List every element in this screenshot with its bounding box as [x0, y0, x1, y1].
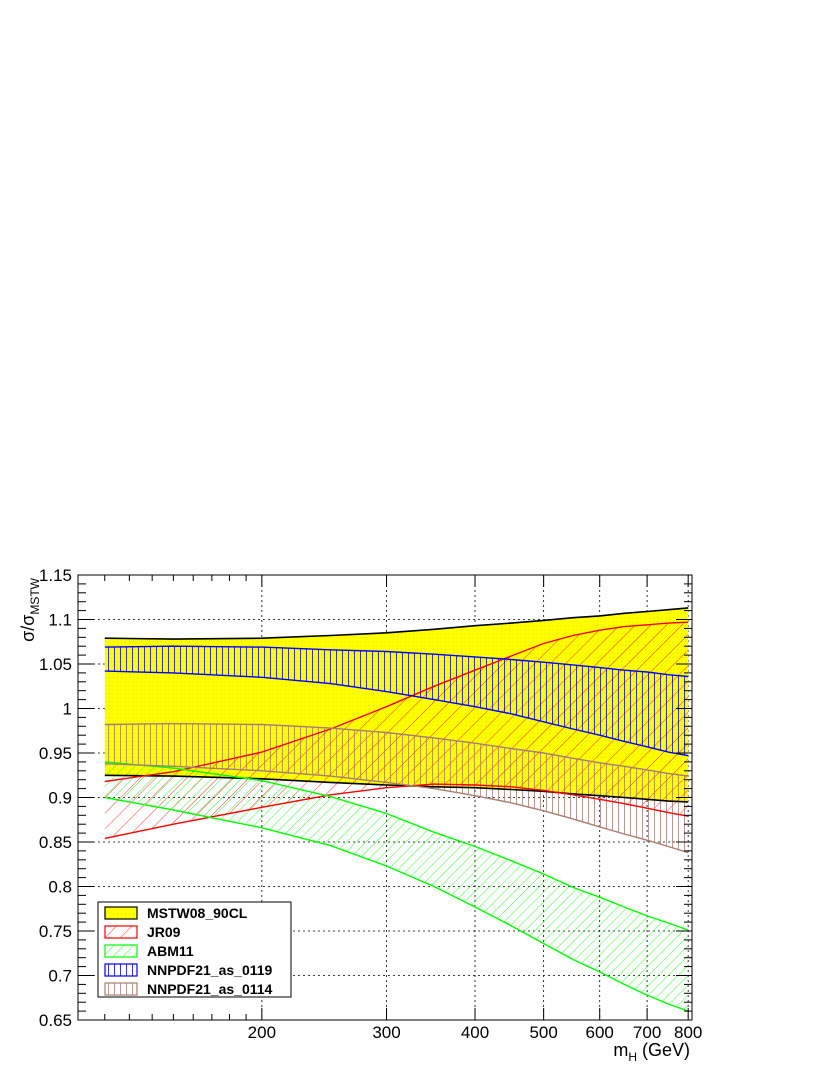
y-tick-label: 1.15 [39, 566, 72, 585]
y-tick-label: 0.65 [39, 1011, 72, 1030]
x-tick-label: 400 [461, 1023, 489, 1042]
band-nnpdf21-as-0119 [104, 646, 689, 756]
axis-ticks [78, 574, 692, 1021]
band-edges [104, 607, 689, 1012]
x-tick-label: 200 [248, 1023, 276, 1042]
x-tick-label: 300 [372, 1023, 400, 1042]
y-tick-label: 1 [63, 700, 72, 719]
y-tick-label: 0.8 [48, 878, 72, 897]
y-tick-label: 0.9 [48, 789, 72, 808]
band-lower-abm11 [104, 796, 689, 1012]
legend-swatch-jr09 [104, 925, 138, 939]
y-tick-label: 0.75 [39, 922, 72, 941]
legend-label-jr09: JR09 [147, 924, 181, 940]
tick-labels: 200 300 400 500 600 700 800 0.65 0.7 0.75 0.8 0.85 0… [39, 566, 702, 1042]
y-tick-label: 0.85 [39, 833, 72, 852]
band-upper-nnpdf21-as-0119 [104, 645, 689, 678]
legend-swatch-nnpdf21-as-0114 [104, 982, 138, 996]
x-tick-label: 500 [529, 1023, 557, 1042]
band-lower-jr09 [104, 783, 689, 840]
x-tick-label: 700 [633, 1023, 661, 1042]
band-upper-mstw08-90cl [104, 607, 689, 640]
band-upper-abm11 [104, 761, 689, 931]
y-tick-label: 0.7 [48, 967, 72, 986]
x-tick-label: 800 [674, 1023, 702, 1042]
band-lower-nnpdf21-as-0114 [104, 763, 689, 854]
legend-label-mstw08-90cl: MSTW08_90CL [147, 905, 248, 921]
x-axis-title: mH (GeV) [613, 1040, 690, 1064]
legend-label-nnpdf21-as-0119: NNPDF21_as_0119 [147, 962, 273, 978]
y-axis-title: σ/σMSTW [18, 577, 42, 642]
band-abm11 [104, 761, 689, 1012]
legend: MSTW08_90CL JR09 ABM11 NNPDF21_as_0119 NNPDF… [97, 901, 292, 998]
band-upper-jr09 [104, 621, 689, 783]
x-tick-label: 600 [586, 1023, 614, 1042]
bands [104, 607, 689, 1012]
legend-label-abm11: ABM11 [147, 943, 194, 959]
band-nnpdf21-as-0114 [104, 723, 689, 853]
y-tick-label: 1.1 [48, 611, 72, 630]
legend-swatch-nnpdf21-as-0119 [104, 963, 138, 977]
band-lower-nnpdf21-as-0119 [104, 670, 689, 757]
legend-label-nnpdf21-as-0114: NNPDF21_as_0114 [147, 981, 273, 997]
y-tick-label: 0.95 [39, 744, 72, 763]
legend-swatch-abm11 [104, 944, 138, 958]
band-upper-nnpdf21-as-0114 [104, 722, 689, 777]
band-lower-mstw08-90cl [104, 774, 689, 803]
y-tick-label: 1.05 [39, 655, 72, 674]
legend-swatch-mstw08-90cl [104, 906, 138, 920]
